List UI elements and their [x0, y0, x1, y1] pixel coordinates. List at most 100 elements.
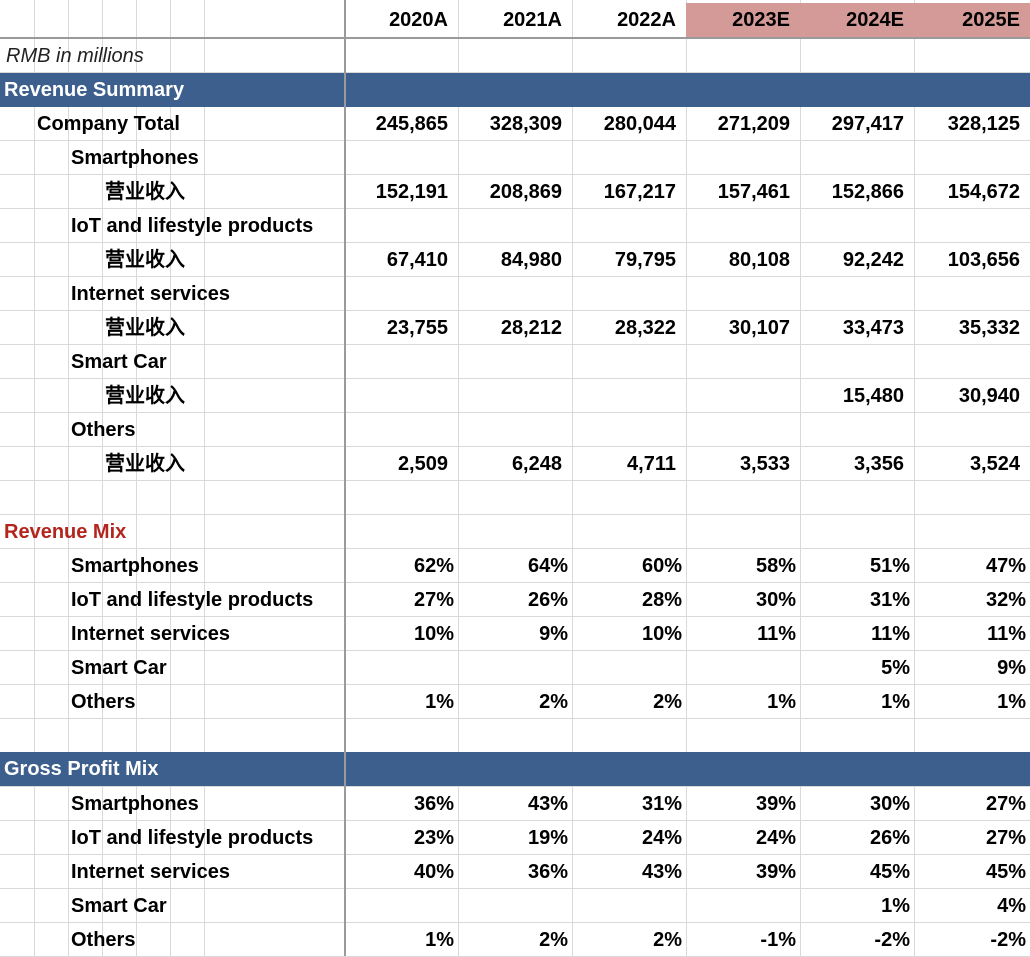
value-cell[interactable]: 9%: [458, 617, 572, 651]
value-cell[interactable]: -2%: [914, 923, 1030, 957]
value-cell[interactable]: 36%: [458, 855, 572, 889]
value-cell[interactable]: 152,191: [346, 175, 458, 209]
value-cell[interactable]: [458, 651, 572, 685]
row-label[interactable]: IoT and lifestyle products: [0, 583, 344, 617]
value-cell[interactable]: 23%: [346, 821, 458, 855]
year-header-cell[interactable]: 2024E: [800, 3, 914, 37]
value-cell[interactable]: 47%: [914, 549, 1030, 583]
value-cell[interactable]: 84,980: [458, 243, 572, 277]
value-cell[interactable]: 271,209: [686, 107, 800, 141]
year-header-cell[interactable]: 2021A: [458, 3, 572, 37]
row-label[interactable]: Smart Car: [0, 651, 344, 685]
section-title[interactable]: Revenue Summary: [0, 73, 344, 107]
value-cell[interactable]: [346, 379, 458, 413]
value-cell[interactable]: 67,410: [346, 243, 458, 277]
value-cell[interactable]: 33,473: [800, 311, 914, 345]
segment-label[interactable]: Internet services: [0, 277, 344, 311]
value-cell[interactable]: 11%: [800, 617, 914, 651]
value-cell[interactable]: 103,656: [914, 243, 1030, 277]
value-cell[interactable]: 24%: [572, 821, 686, 855]
value-cell[interactable]: [458, 889, 572, 923]
value-cell[interactable]: 280,044: [572, 107, 686, 141]
value-cell[interactable]: 2%: [458, 923, 572, 957]
value-cell[interactable]: 30%: [800, 787, 914, 821]
value-cell[interactable]: 1%: [346, 923, 458, 957]
value-cell[interactable]: 4,711: [572, 447, 686, 481]
value-cell[interactable]: 40%: [346, 855, 458, 889]
value-cell[interactable]: 1%: [686, 685, 800, 719]
value-cell[interactable]: 2%: [458, 685, 572, 719]
row-label[interactable]: 营业收入: [0, 175, 344, 209]
value-cell[interactable]: 45%: [800, 855, 914, 889]
year-header-cell[interactable]: 2022A: [572, 3, 686, 37]
value-cell[interactable]: 27%: [914, 821, 1030, 855]
value-cell[interactable]: 36%: [346, 787, 458, 821]
value-cell[interactable]: [686, 651, 800, 685]
value-cell[interactable]: 92,242: [800, 243, 914, 277]
section-title[interactable]: Gross Profit Mix: [0, 752, 344, 786]
value-cell[interactable]: 30,940: [914, 379, 1030, 413]
value-cell[interactable]: 15,480: [800, 379, 914, 413]
value-cell[interactable]: 28,322: [572, 311, 686, 345]
row-label[interactable]: Smartphones: [0, 549, 344, 583]
value-cell[interactable]: 32%: [914, 583, 1030, 617]
year-header-cell[interactable]: 2025E: [914, 3, 1030, 37]
value-cell[interactable]: 23,755: [346, 311, 458, 345]
value-cell[interactable]: 167,217: [572, 175, 686, 209]
value-cell[interactable]: 35,332: [914, 311, 1030, 345]
row-label[interactable]: 营业收入: [0, 447, 344, 481]
value-cell[interactable]: 328,309: [458, 107, 572, 141]
value-cell[interactable]: 3,356: [800, 447, 914, 481]
value-cell[interactable]: 60%: [572, 549, 686, 583]
value-cell[interactable]: 9%: [914, 651, 1030, 685]
row-label[interactable]: IoT and lifestyle products: [0, 821, 344, 855]
value-cell[interactable]: 297,417: [800, 107, 914, 141]
value-cell[interactable]: 1%: [914, 685, 1030, 719]
value-cell[interactable]: 31%: [572, 787, 686, 821]
row-label[interactable]: Internet services: [0, 617, 344, 651]
value-cell[interactable]: [686, 889, 800, 923]
value-cell[interactable]: 26%: [458, 583, 572, 617]
value-cell[interactable]: 28%: [572, 583, 686, 617]
value-cell[interactable]: 80,108: [686, 243, 800, 277]
value-cell[interactable]: 39%: [686, 855, 800, 889]
row-label[interactable]: Others: [0, 685, 344, 719]
row-label[interactable]: Smartphones: [0, 787, 344, 821]
value-cell[interactable]: 31%: [800, 583, 914, 617]
value-cell[interactable]: 1%: [800, 889, 914, 923]
value-cell[interactable]: 26%: [800, 821, 914, 855]
value-cell[interactable]: 328,125: [914, 107, 1030, 141]
value-cell[interactable]: 5%: [800, 651, 914, 685]
value-cell[interactable]: -1%: [686, 923, 800, 957]
value-cell[interactable]: [572, 889, 686, 923]
value-cell[interactable]: 4%: [914, 889, 1030, 923]
segment-label[interactable]: IoT and lifestyle products: [0, 209, 344, 243]
value-cell[interactable]: 45%: [914, 855, 1030, 889]
value-cell[interactable]: 27%: [914, 787, 1030, 821]
value-cell[interactable]: 1%: [800, 685, 914, 719]
value-cell[interactable]: 30,107: [686, 311, 800, 345]
value-cell[interactable]: 2,509: [346, 447, 458, 481]
value-cell[interactable]: 58%: [686, 549, 800, 583]
value-cell[interactable]: -2%: [800, 923, 914, 957]
value-cell[interactable]: 2%: [572, 685, 686, 719]
value-cell[interactable]: 19%: [458, 821, 572, 855]
value-cell[interactable]: 43%: [572, 855, 686, 889]
value-cell[interactable]: 30%: [686, 583, 800, 617]
value-cell[interactable]: 2%: [572, 923, 686, 957]
value-cell[interactable]: 64%: [458, 549, 572, 583]
value-cell[interactable]: 6,248: [458, 447, 572, 481]
value-cell[interactable]: 208,869: [458, 175, 572, 209]
section-title[interactable]: Revenue Mix: [0, 515, 344, 549]
year-header-cell[interactable]: 2023E: [686, 3, 800, 37]
row-label[interactable]: 营业收入: [0, 379, 344, 413]
row-label[interactable]: 营业收入: [0, 311, 344, 345]
value-cell[interactable]: 11%: [686, 617, 800, 651]
value-cell[interactable]: 79,795: [572, 243, 686, 277]
row-label[interactable]: Internet services: [0, 855, 344, 889]
value-cell[interactable]: 157,461: [686, 175, 800, 209]
value-cell[interactable]: [346, 651, 458, 685]
value-cell[interactable]: 10%: [572, 617, 686, 651]
value-cell[interactable]: 24%: [686, 821, 800, 855]
